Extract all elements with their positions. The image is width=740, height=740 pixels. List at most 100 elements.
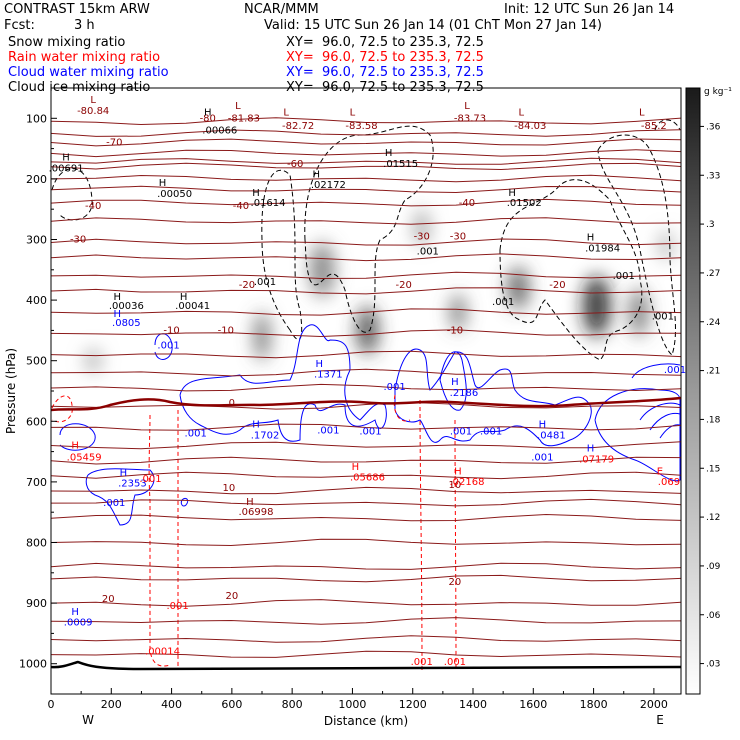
snow-maximum <box>310 242 335 298</box>
contour-label: -30 <box>450 232 466 243</box>
isotherm-line <box>51 117 681 126</box>
cloud-water-contour <box>154 333 173 360</box>
contour-label: -40 <box>459 198 475 209</box>
snow-maximum <box>414 209 430 246</box>
isotherm-line <box>51 271 681 280</box>
snow-maximum <box>450 294 466 331</box>
contour-label: -20 <box>239 280 255 291</box>
y-tick-label: 300 <box>26 234 47 247</box>
x-tick-label: 200 <box>101 698 122 711</box>
contour-label: E <box>657 467 663 478</box>
contour-label: .00041 <box>175 301 210 312</box>
isotherm-line <box>51 149 681 158</box>
cloud-water-contour <box>649 412 681 431</box>
colorbar-tick-label: .21 <box>706 367 720 377</box>
field-xy-cloud-water: XY= 96.0, 72.5 to 235.3, 72.5 <box>286 65 484 80</box>
isotherm-line <box>51 538 681 547</box>
cloud-water-contour <box>594 388 681 482</box>
contour-label: .001 <box>166 601 188 612</box>
contour-label: H <box>385 148 393 159</box>
y-tick-label: 100 <box>26 112 47 125</box>
contour-label: -40 <box>85 201 101 212</box>
valid-time: Valid: 15 UTC Sun 26 Jan 14 (01 ChT Mon … <box>264 18 602 33</box>
contour-label: 20 <box>225 591 238 602</box>
contour-label: H <box>451 377 459 388</box>
contour-label: .0805 <box>112 318 141 329</box>
x-tick-label: 2000 <box>640 698 668 711</box>
colorbar-tick-label: .12 <box>706 513 720 523</box>
contour-label: .001 <box>185 428 207 439</box>
contour-label: -30 <box>414 232 430 243</box>
contour-label: .001 <box>652 311 674 322</box>
contour-label: -80 <box>200 113 216 124</box>
y-tick-label: 1000 <box>19 658 47 671</box>
colorbar-tick-label: .36 <box>706 122 721 132</box>
contour-label: L <box>639 107 645 118</box>
colorbar-tick-label: .27 <box>706 269 720 279</box>
ice-contour <box>304 125 434 333</box>
snow-maximum <box>507 266 529 310</box>
contour-label: H <box>252 419 260 430</box>
contour-label: H <box>159 178 167 189</box>
field-name-snow: Snow mixing ratio <box>8 35 126 50</box>
contour-label: .001 <box>411 657 433 668</box>
contour-label: .001 <box>254 277 276 288</box>
isotherm-line <box>51 635 681 643</box>
colorbar-tick-label: .24 <box>706 318 721 328</box>
contour-label: H <box>204 107 212 118</box>
contour-label: .02172 <box>311 180 346 191</box>
colorbar-unit: g kg⁻¹ <box>704 87 732 97</box>
y-tick-label: 700 <box>26 476 47 489</box>
isotherm-line <box>51 456 681 465</box>
isotherm-line <box>51 198 681 207</box>
contour-label: .1371 <box>314 370 343 381</box>
contour-label: .001 <box>359 427 381 438</box>
contour-label: .01984 <box>585 244 620 255</box>
isotherm-line <box>51 217 681 225</box>
contour-label: .2186 <box>450 388 479 399</box>
center-name: NCAR/MMM <box>244 2 319 17</box>
rain-contour <box>51 395 73 423</box>
isotherm-line <box>51 174 681 183</box>
contour-label: H <box>114 292 122 303</box>
contour-label: .001 <box>531 453 553 464</box>
ground-surface <box>51 660 681 671</box>
field-name-cloud-water: Cloud water mixing ratio <box>8 65 169 80</box>
y-tick-label: 900 <box>26 597 47 610</box>
temperature-contours <box>51 117 681 658</box>
contour-label: .00014 <box>145 647 180 658</box>
x-tick-label: 1200 <box>399 698 427 711</box>
contour-label: .069 <box>658 477 680 488</box>
x-tick-label: 400 <box>161 698 182 711</box>
plot-frame <box>50 87 682 695</box>
contour-label: L <box>518 107 524 118</box>
field-xy-snow: XY= 96.0, 72.5 to 235.3, 72.5 <box>286 35 484 50</box>
field-xy-rain: XY= 96.0, 72.5 to 235.3, 72.5 <box>286 50 484 65</box>
contour-label: .001 <box>317 425 339 436</box>
contour-label: H <box>587 233 595 244</box>
contour-label: 0 <box>229 398 235 409</box>
contour-label: L <box>464 101 470 112</box>
isotherm-line <box>51 162 681 171</box>
snow-maximum <box>629 287 648 337</box>
contour-label: .00050 <box>157 189 192 200</box>
y-axis: 100 200 300 400 500 600 700 800 900 1000 <box>19 112 57 671</box>
contour-label: .001 <box>417 247 439 258</box>
contour-label: .00066 <box>202 125 237 136</box>
contour-label: -84.03 <box>514 121 546 132</box>
contour-label: .001 <box>664 365 686 376</box>
contour-label: H <box>587 444 595 455</box>
ice-contour <box>261 239 291 331</box>
isotherm-line <box>51 287 681 295</box>
isotherm-line <box>51 513 681 522</box>
contour-label: .001 <box>103 498 125 509</box>
contour-label: -82.72 <box>282 121 314 132</box>
snow-maximum <box>356 306 379 355</box>
contour-label: .0481 <box>537 430 566 441</box>
contour-label: H <box>180 292 188 303</box>
contour-label: H <box>352 462 360 473</box>
isotherm-line <box>51 138 681 147</box>
contour-label: .0009 <box>64 618 93 629</box>
contour-label: H <box>62 153 70 164</box>
ice-contour <box>261 169 303 340</box>
